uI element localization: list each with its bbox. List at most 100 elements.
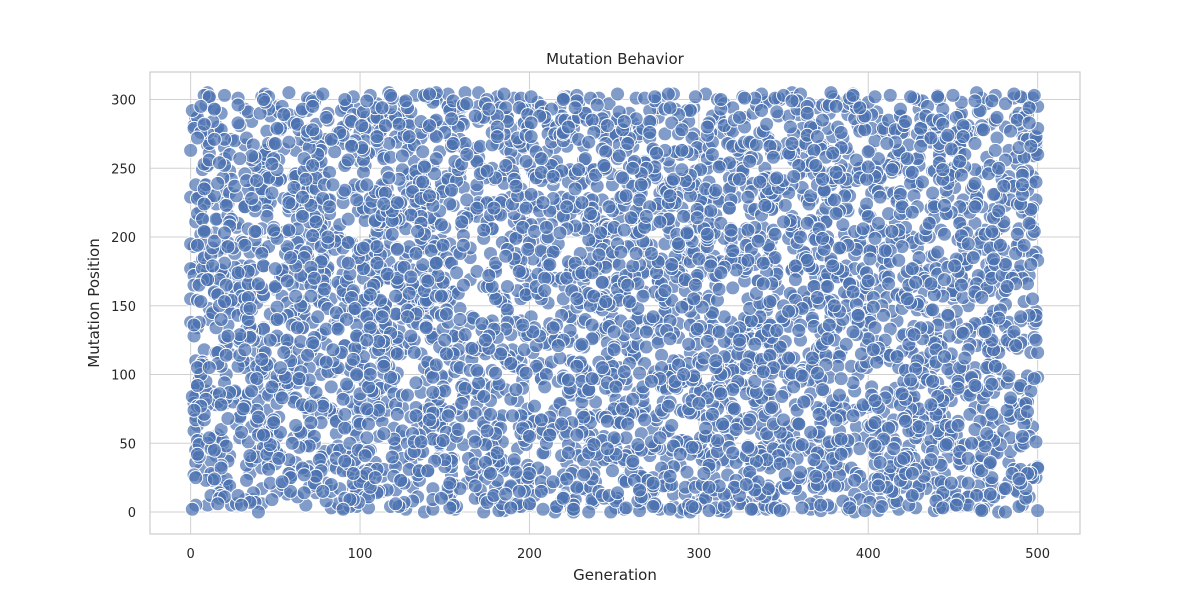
data-point — [599, 413, 615, 429]
data-point — [660, 86, 676, 102]
data-point — [337, 406, 353, 422]
data-point — [389, 346, 405, 362]
data-point — [359, 93, 375, 109]
data-point — [989, 130, 1005, 146]
data-point — [408, 246, 424, 261]
data-point — [584, 371, 600, 387]
data-point — [220, 411, 236, 426]
data-point — [872, 189, 888, 205]
data-point — [281, 222, 297, 238]
data-point — [699, 119, 715, 135]
data-point — [498, 248, 514, 264]
data-point — [567, 181, 583, 197]
data-point — [518, 365, 534, 381]
data-point — [781, 350, 797, 366]
data-point — [923, 130, 939, 146]
data-point — [533, 483, 549, 499]
data-point — [742, 153, 758, 169]
data-point — [567, 100, 583, 116]
data-point — [809, 365, 825, 381]
data-point — [967, 93, 983, 109]
data-point — [943, 141, 959, 157]
data-point — [832, 240, 847, 256]
data-point — [584, 317, 600, 333]
data-point — [710, 433, 725, 448]
data-point — [408, 375, 424, 391]
data-point — [213, 397, 229, 413]
data-point — [362, 367, 378, 382]
data-point — [711, 159, 727, 175]
data-point — [796, 394, 812, 410]
data-point — [859, 196, 875, 212]
data-point — [815, 171, 830, 187]
data-point — [703, 203, 719, 219]
data-point — [921, 215, 937, 231]
data-point — [210, 175, 226, 191]
data-point — [984, 93, 1000, 109]
data-point — [964, 435, 980, 451]
data-point — [762, 294, 778, 310]
data-point — [776, 412, 792, 428]
data-point — [701, 503, 717, 519]
data-point — [886, 441, 902, 457]
data-point — [857, 122, 873, 138]
data-point — [652, 430, 668, 446]
data-point — [899, 151, 915, 167]
data-point — [977, 324, 993, 340]
data-point — [845, 87, 861, 103]
data-point — [660, 398, 676, 414]
data-point — [743, 313, 759, 329]
data-point — [269, 299, 285, 315]
data-point — [952, 153, 968, 169]
data-point — [1013, 309, 1029, 325]
data-point — [189, 237, 205, 253]
data-point — [721, 200, 737, 216]
data-point — [189, 446, 205, 462]
data-point — [806, 452, 822, 468]
data-point — [335, 501, 351, 517]
data-point — [986, 251, 1002, 267]
data-point — [696, 466, 712, 481]
data-point — [898, 114, 913, 129]
data-point — [428, 151, 444, 167]
data-point — [632, 365, 648, 381]
data-point — [598, 144, 614, 160]
data-point — [638, 208, 654, 224]
data-point — [354, 118, 370, 134]
data-point — [715, 416, 731, 432]
data-point — [1030, 345, 1046, 360]
data-point — [889, 349, 905, 365]
data-point — [422, 86, 437, 102]
data-point — [865, 299, 881, 315]
data-point — [950, 417, 966, 433]
data-point — [555, 490, 571, 506]
data-point — [389, 406, 405, 422]
data-point — [998, 481, 1013, 497]
data-point — [643, 246, 659, 261]
data-point — [488, 291, 504, 307]
data-point — [545, 474, 561, 490]
data-point — [865, 342, 881, 358]
data-point — [355, 240, 371, 256]
data-point — [987, 358, 1003, 374]
data-point — [618, 500, 634, 516]
data-point — [1023, 257, 1039, 272]
data-point — [589, 97, 605, 113]
data-point — [250, 409, 266, 425]
data-point — [511, 483, 527, 499]
data-point — [832, 387, 847, 403]
data-point — [786, 169, 802, 184]
data-point — [654, 347, 670, 363]
data-point — [859, 171, 875, 187]
data-point — [948, 497, 964, 513]
data-point — [464, 340, 480, 356]
data-point — [425, 369, 441, 385]
data-point — [870, 215, 886, 231]
data-point — [755, 364, 771, 380]
data-point — [344, 138, 360, 154]
data-point — [408, 408, 424, 424]
data-point — [254, 351, 270, 367]
data-point — [870, 478, 886, 494]
data-point — [738, 477, 754, 492]
data-point — [794, 437, 810, 453]
